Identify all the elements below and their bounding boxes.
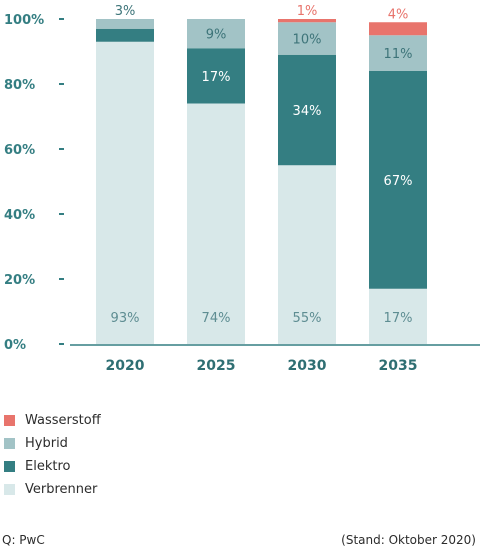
bar-wasserstoff-2035: [369, 22, 427, 36]
legend-item-wasserstoff: Wasserstoff: [4, 409, 101, 432]
data-label-hybrid-2030: 10%: [293, 33, 322, 48]
legend-swatch-hybrid: [4, 438, 15, 449]
x-tick-label-2035: 2035: [379, 358, 418, 374]
data-label-hybrid-2035: 11%: [384, 47, 413, 62]
bar-verbrenner-2035: [369, 288, 427, 344]
y-tick-label: 20%: [4, 273, 35, 288]
y-tick-label: 0%: [4, 338, 26, 353]
y-tick-label: 60%: [4, 143, 35, 158]
bar-hybrid-2025: [187, 19, 245, 49]
stand-date-note: (Stand: Oktober 2020): [341, 533, 476, 547]
bar-verbrenner-2020: [96, 41, 154, 344]
y-tick-label: 100%: [4, 13, 44, 28]
x-tick-label-2030: 2030: [288, 358, 327, 374]
bar-hybrid-2035: [369, 35, 427, 71]
bar-elektro-2035: [369, 71, 427, 289]
data-label-verbrenner-2035: 17%: [384, 311, 413, 326]
x-tick-label-2025: 2025: [197, 358, 236, 374]
legend-item-verbrenner: Verbrenner: [4, 478, 101, 501]
x-tick-label-2020: 2020: [106, 358, 145, 374]
data-label-hybrid-2025: 9%: [206, 28, 227, 43]
legend-swatch-wasserstoff: [4, 415, 15, 426]
source-note: Q: PwC: [2, 533, 45, 547]
y-tick-label: 40%: [4, 208, 35, 223]
legend-swatch-elektro: [4, 461, 15, 472]
data-label-verbrenner-2020: 93%: [111, 311, 140, 326]
bar-elektro-2020: [96, 28, 154, 42]
bar-wasserstoff-2030: [278, 19, 336, 23]
legend-item-elektro: Elektro: [4, 455, 101, 478]
bar-elektro-2030: [278, 54, 336, 166]
data-label-elektro-2030: 34%: [293, 104, 322, 119]
legend-swatch-verbrenner: [4, 484, 15, 495]
bar-hybrid-2020: [96, 19, 154, 29]
data-label-elektro-2025: 17%: [202, 70, 231, 85]
legend-item-hybrid: Hybrid: [4, 432, 101, 455]
data-label-verbrenner-2025: 74%: [202, 311, 231, 326]
bar-verbrenner-2030: [278, 165, 336, 344]
data-label-elektro-2035: 67%: [384, 174, 413, 189]
data-label-wasserstoff-2035: 4%: [388, 7, 409, 22]
data-label-hybrid-2020: 3%: [115, 4, 136, 19]
bar-verbrenner-2025: [187, 103, 245, 344]
chart-legend: Wasserstoff Hybrid Elektro Verbrenner: [4, 409, 101, 501]
data-label-verbrenner-2030: 55%: [293, 311, 322, 326]
legend-label-verbrenner: Verbrenner: [25, 482, 98, 497]
legend-label-wasserstoff: Wasserstoff: [25, 413, 101, 428]
legend-label-elektro: Elektro: [25, 459, 71, 474]
bar-hybrid-2030: [278, 22, 336, 55]
data-label-wasserstoff-2030: 1%: [297, 4, 318, 19]
y-tick-label: 80%: [4, 78, 35, 93]
legend-label-hybrid: Hybrid: [25, 436, 68, 451]
bar-elektro-2025: [187, 48, 245, 104]
